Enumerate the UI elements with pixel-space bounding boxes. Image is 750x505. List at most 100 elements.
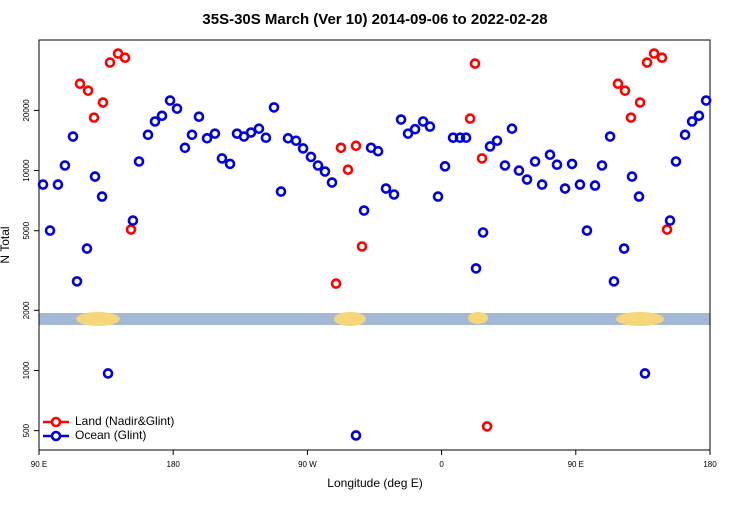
legend-label: Ocean (Glint) <box>75 428 146 442</box>
point <box>409 123 421 135</box>
point <box>290 135 302 147</box>
point <box>521 174 533 185</box>
point <box>350 140 362 152</box>
point <box>619 85 631 96</box>
point <box>544 149 556 161</box>
point <box>67 131 79 142</box>
y-axis-label: N Total <box>0 226 12 263</box>
x-tick-label: 90 W <box>298 460 317 469</box>
x-tick-label: 90 E <box>31 460 47 469</box>
point <box>686 116 698 127</box>
point <box>551 159 563 170</box>
point <box>59 160 71 171</box>
point <box>484 141 496 152</box>
point <box>44 225 56 236</box>
point <box>608 276 620 287</box>
point <box>52 179 64 190</box>
point <box>312 160 324 171</box>
point <box>581 225 593 236</box>
point <box>102 368 114 379</box>
point <box>330 278 342 289</box>
point <box>216 153 228 164</box>
point <box>125 224 137 235</box>
point <box>268 102 280 113</box>
point <box>648 48 660 59</box>
x-axis-label: Longitude (deg E) <box>327 476 422 490</box>
point <box>700 95 712 106</box>
point <box>402 128 414 139</box>
plot-frame <box>38 39 711 451</box>
point <box>119 52 131 63</box>
x-tick-label: 90 E <box>568 460 584 469</box>
point <box>96 191 108 202</box>
legend-marker <box>50 416 62 428</box>
y-tick-label: 1000 <box>22 361 31 379</box>
point <box>97 97 109 108</box>
point <box>641 57 653 68</box>
point <box>253 123 265 134</box>
point <box>559 183 571 194</box>
point <box>432 191 444 202</box>
point <box>574 179 586 190</box>
point <box>193 111 205 122</box>
point <box>639 368 651 379</box>
y-tick-label: 10000 <box>22 159 31 182</box>
point <box>693 110 705 122</box>
point <box>342 164 354 176</box>
point <box>142 129 154 141</box>
point <box>71 276 83 287</box>
point <box>89 171 101 182</box>
point <box>596 160 608 171</box>
point <box>209 128 221 139</box>
point <box>201 133 213 144</box>
point <box>260 132 272 144</box>
x-tick-label: 0 <box>439 460 444 469</box>
point <box>82 85 94 96</box>
point <box>656 52 668 63</box>
point <box>149 116 161 127</box>
point <box>417 116 429 127</box>
point <box>477 227 489 238</box>
chart-title: 35S-30S March (Ver 10) 2014-09-06 to 202… <box>202 11 547 28</box>
point <box>625 112 637 123</box>
point <box>358 205 370 216</box>
point <box>350 430 362 441</box>
point <box>372 145 384 157</box>
point <box>439 161 451 172</box>
point <box>454 132 466 144</box>
point <box>634 97 646 108</box>
point <box>469 58 481 69</box>
point <box>424 121 436 132</box>
point <box>380 183 392 194</box>
point <box>171 103 183 114</box>
point <box>460 132 472 144</box>
point <box>661 224 673 235</box>
point <box>664 215 676 226</box>
point <box>356 241 368 252</box>
point <box>506 123 518 134</box>
point <box>305 151 317 163</box>
point <box>81 243 93 254</box>
point <box>481 421 493 432</box>
point <box>679 129 691 141</box>
point <box>104 57 116 68</box>
point <box>513 165 525 176</box>
y-tick-label: 2000 <box>22 301 31 319</box>
point <box>670 156 682 167</box>
legend-marker <box>50 430 62 442</box>
point <box>476 153 488 164</box>
point <box>37 179 49 190</box>
point <box>633 191 645 202</box>
point <box>326 177 338 188</box>
point <box>491 135 503 147</box>
point <box>529 156 541 167</box>
point <box>297 143 309 154</box>
x-tick-label: 180 <box>167 460 181 469</box>
legend-label: Land (Nadir&Glint) <box>75 414 174 428</box>
point <box>224 158 236 170</box>
point <box>536 179 548 190</box>
point <box>499 160 511 171</box>
point <box>612 78 624 90</box>
point <box>319 166 331 177</box>
